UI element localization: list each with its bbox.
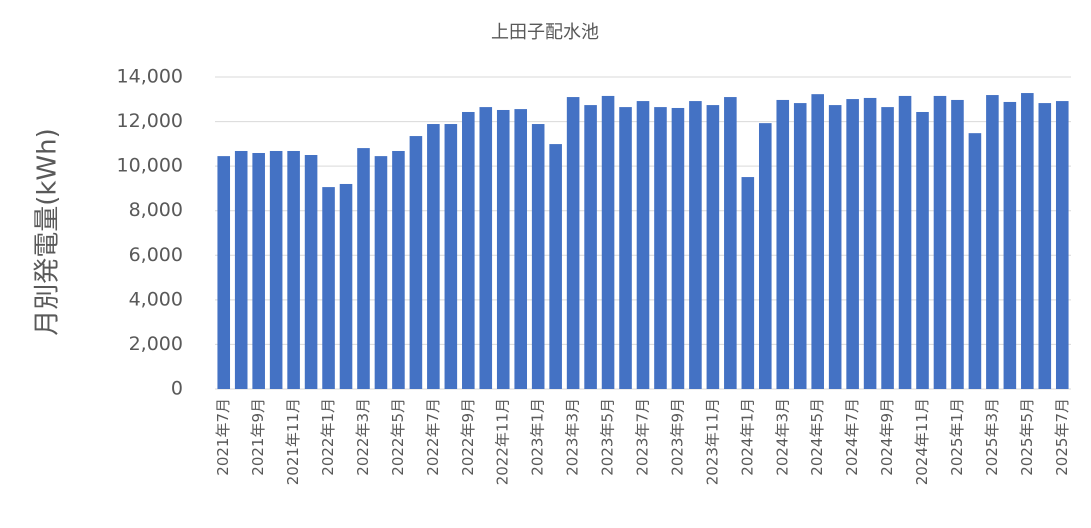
bar [933,95,947,389]
bar [217,156,231,389]
bar [357,148,370,389]
x-tick-label: 2025年3月 [983,398,1001,476]
bar [916,111,929,389]
bar [462,111,475,389]
bar [304,155,318,389]
bar [374,156,388,389]
bar [234,150,248,389]
bar [566,97,580,390]
y-tick-label: 10,000 [117,155,183,177]
bar [968,133,982,389]
bar [269,150,283,389]
bar [619,107,632,389]
bar [252,152,265,389]
x-tick-label: 2022年5月 [389,398,407,476]
bar [793,103,807,390]
bar [671,107,685,389]
bar [479,107,493,389]
bar [409,136,423,389]
bar [776,99,790,389]
bar [986,95,999,390]
bar [741,177,755,389]
x-tick-label: 2021年7月 [214,398,232,476]
y-tick-label: 14,000 [117,66,183,88]
y-tick-label: 8,000 [129,199,183,221]
y-tick-label: 2,000 [129,333,183,355]
x-tick-label: 2022年9月 [459,398,477,476]
bar [863,97,877,389]
y-tick-label: 12,000 [117,110,183,132]
bar [287,150,300,389]
x-tick-label: 2024年5月 [808,398,826,476]
x-tick-label: 2024年1月 [738,398,756,476]
bar [898,95,912,389]
bar [531,124,545,389]
x-tick-label: 2024年9月 [878,398,896,476]
x-tick-label: 2023年7月 [634,398,652,476]
bar [601,95,615,389]
y-tick-label: 6,000 [129,244,183,266]
y-tick-label: 0 [171,378,183,400]
x-tick-label: 2024年3月 [773,398,791,476]
x-tick-label: 2023年5月 [599,398,617,476]
x-tick-label: 2025年5月 [1018,398,1036,476]
x-tick-label: 2022年3月 [354,398,372,476]
bar [724,97,737,390]
x-tick-label: 2023年1月 [529,398,547,476]
bar [1038,103,1052,390]
bar [514,109,528,389]
bar [1021,93,1034,389]
x-tick-label: 2025年1月 [948,398,966,476]
bar [392,150,405,389]
bar [846,99,859,389]
x-tick-label: 2023年9月 [668,398,686,476]
x-tick-label: 2023年11月 [703,398,721,485]
x-tick-label: 2024年11月 [913,398,931,485]
x-tick-label: 2022年1月 [319,398,337,476]
bar [811,94,824,389]
chart-title: 上田子配水池 [491,22,599,43]
bar [322,187,335,389]
bar [654,107,667,389]
y-axis-label: 月別発電量(kWh) [33,128,63,336]
x-tick-label: 2023年3月 [564,398,582,476]
bar [496,109,510,390]
bar [339,183,353,389]
bar [444,124,458,389]
bar [636,101,650,389]
bar [427,124,440,389]
x-tick-label: 2021年11月 [284,398,302,485]
bar [881,107,894,389]
bar [706,105,720,389]
bar [689,101,702,389]
y-tick-label: 4,000 [129,288,183,310]
bar [549,144,562,389]
x-tick-label: 2022年7月 [424,398,442,476]
bar [1003,101,1017,390]
bar [1055,101,1069,389]
bar [828,105,842,389]
x-tick-label: 2022年11月 [494,398,512,485]
bar [758,123,772,389]
bar [584,105,597,389]
x-tick-label: 2025年7月 [1053,398,1071,476]
x-tick-label: 2024年7月 [843,398,861,476]
x-tick-label: 2021年9月 [249,398,267,476]
bar [951,99,964,389]
